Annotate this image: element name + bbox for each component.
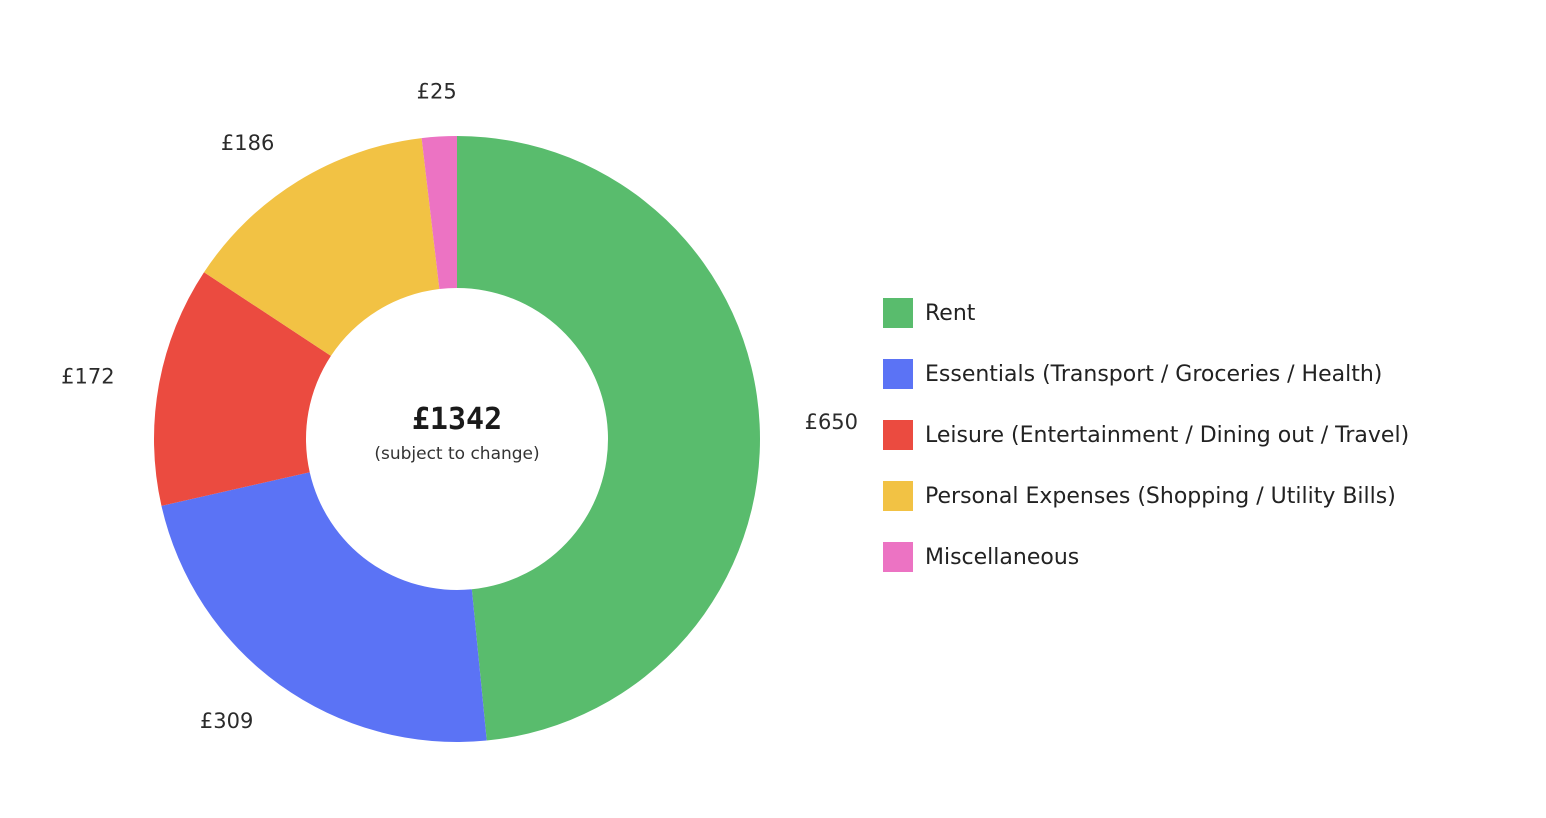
legend-item: Rent	[883, 296, 1523, 330]
slice-value-labels: £650 £309 £172 £186 £25	[61, 80, 858, 734]
legend-label: Miscellaneous	[925, 544, 1080, 570]
legend-label: Leisure (Entertainment / Dining out / Tr…	[925, 422, 1410, 448]
donut-slice	[457, 136, 760, 741]
legend-swatch	[883, 359, 913, 389]
legend-item: Miscellaneous	[883, 540, 1523, 574]
slice-value-label: £309	[200, 709, 253, 733]
legend-swatch	[883, 481, 913, 511]
center-note-label: (subject to change)	[374, 444, 539, 464]
legend-label: Rent	[925, 300, 976, 326]
legend-label: Personal Expenses (Shopping / Utility Bi…	[925, 483, 1396, 509]
legend-item: Leisure (Entertainment / Dining out / Tr…	[883, 418, 1523, 452]
donut-slices	[154, 136, 760, 742]
legend-label: Essentials (Transport / Groceries / Heal…	[925, 361, 1383, 387]
donut-slice	[161, 472, 487, 742]
slice-value-label: £650	[805, 410, 858, 434]
legend-item: Essentials (Transport / Groceries / Heal…	[883, 357, 1523, 391]
slice-value-label: £186	[221, 131, 274, 155]
center-total-label: £1342	[412, 402, 502, 437]
chart-legend: Rent Essentials (Transport / Groceries / …	[883, 296, 1523, 601]
legend-item: Personal Expenses (Shopping / Utility Bi…	[883, 479, 1523, 513]
donut-slice	[204, 138, 440, 356]
legend-swatch	[883, 298, 913, 328]
slice-value-label: £25	[417, 80, 457, 104]
legend-swatch	[883, 420, 913, 450]
donut-center: £1342 (subject to change)	[374, 402, 539, 464]
slice-value-label: £172	[61, 365, 114, 389]
legend-swatch	[883, 542, 913, 572]
donut-slice	[154, 272, 331, 506]
donut-slice	[421, 136, 457, 290]
